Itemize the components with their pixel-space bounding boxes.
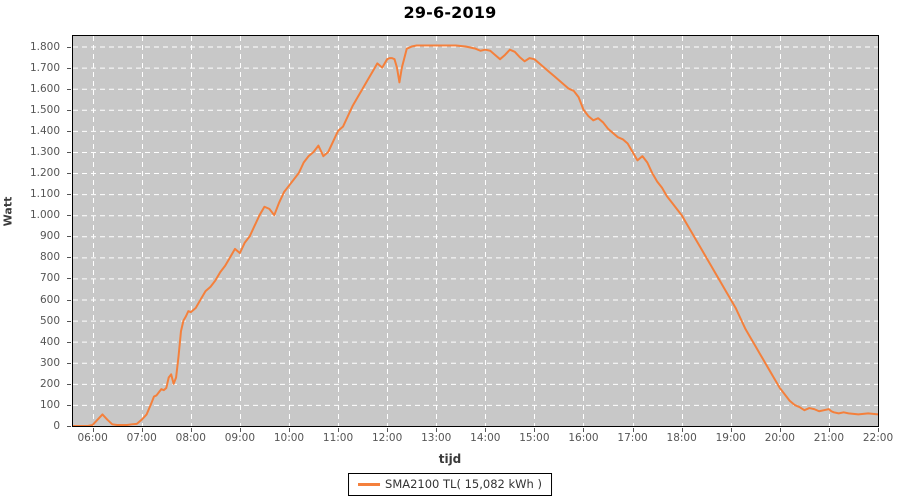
x-tick-label: 08:00	[175, 432, 206, 444]
x-tick-label: 13:00	[421, 432, 452, 444]
x-tick-mark	[338, 428, 339, 432]
plot-canvas	[73, 36, 878, 426]
y-tick-label: 1.200	[29, 167, 60, 180]
y-tick-mark	[67, 173, 71, 174]
x-tick-mark	[436, 428, 437, 432]
x-tick-label: 10:00	[273, 432, 305, 444]
x-tick-mark	[633, 428, 634, 432]
legend-series-label: SMA2100 TL( 15,082 kWh )	[385, 477, 542, 491]
x-tick-label: 11:00	[322, 432, 354, 444]
x-tick-label: 22:00	[862, 432, 894, 444]
y-tick-label: 300	[39, 356, 60, 369]
x-tick-label: 19:00	[715, 432, 746, 444]
chart-legend[interactable]: SMA2100 TL( 15,082 kWh )	[348, 473, 552, 496]
x-tick-mark	[534, 428, 535, 432]
y-tick-label: 1.300	[29, 145, 60, 158]
y-tick-label: 100	[39, 398, 60, 411]
x-tick-label: 16:00	[568, 432, 599, 444]
y-tick-label: 700	[39, 272, 60, 285]
x-tick-mark	[142, 428, 143, 432]
data-series-group	[73, 44, 878, 426]
x-tick-mark	[191, 428, 192, 432]
x-tick-mark	[829, 428, 830, 432]
y-tick-mark	[67, 152, 71, 153]
y-tick-label: 200	[39, 377, 60, 390]
y-tick-label: 1.700	[29, 61, 60, 74]
y-tick-mark	[67, 131, 71, 132]
x-tick-label: 12:00	[372, 432, 403, 444]
x-tick-label: 14:00	[470, 432, 501, 444]
y-tick-mark	[67, 215, 71, 216]
x-tick-label: 06:00	[77, 432, 108, 444]
x-tick-label: 17:00	[617, 432, 648, 444]
y-tick-mark	[67, 300, 71, 301]
x-tick-label: 20:00	[764, 432, 795, 444]
y-tick-label: 1.400	[29, 124, 60, 137]
grid-lines	[73, 36, 878, 426]
y-tick-mark	[67, 110, 71, 111]
y-tick-mark	[67, 405, 71, 406]
y-tick-label: 1.100	[29, 188, 60, 201]
x-tick-label: 21:00	[813, 432, 845, 444]
x-tick-mark	[289, 428, 290, 432]
y-tick-mark	[67, 278, 71, 279]
y-tick-label: 500	[39, 314, 60, 327]
x-tick-mark	[878, 428, 879, 432]
x-tick-mark	[387, 428, 388, 432]
y-tick-mark	[67, 363, 71, 364]
data-series-line	[73, 44, 878, 426]
y-tick-label: 1.500	[29, 103, 60, 116]
x-tick-mark	[780, 428, 781, 432]
y-tick-mark	[67, 194, 71, 195]
y-tick-label: 0	[53, 420, 60, 432]
x-tick-label: 15:00	[519, 432, 550, 444]
x-tick-mark	[682, 428, 683, 432]
y-tick-label: 800	[39, 251, 60, 264]
x-tick-label: 07:00	[126, 432, 157, 444]
y-tick-mark	[67, 257, 71, 258]
y-tick-mark	[67, 47, 71, 48]
y-tick-label: 1.800	[29, 40, 60, 53]
y-tick-label: 600	[39, 293, 60, 306]
x-tick-mark	[240, 428, 241, 432]
x-axis-title: tijd	[438, 452, 462, 466]
legend-color-swatch	[358, 482, 381, 486]
y-tick-mark	[67, 89, 71, 90]
x-tick-mark	[93, 428, 94, 432]
y-tick-mark	[67, 68, 71, 69]
x-tick-mark	[485, 428, 486, 432]
plot-area	[72, 35, 879, 427]
y-tick-label: 400	[39, 335, 60, 348]
y-tick-label: 1.600	[29, 82, 60, 95]
y-tick-label: 1.000	[29, 209, 60, 222]
chart-title: 29-6-2019	[403, 3, 497, 22]
x-tick-label: 09:00	[224, 432, 255, 444]
y-tick-mark	[67, 426, 71, 427]
y-tick-mark	[67, 321, 71, 322]
y-tick-mark	[67, 236, 71, 237]
y-tick-mark	[67, 384, 71, 385]
x-tick-label: 18:00	[666, 432, 697, 444]
y-tick-label: 900	[39, 230, 60, 243]
x-tick-mark	[731, 428, 732, 432]
x-tick-mark	[583, 428, 584, 432]
y-tick-mark	[67, 342, 71, 343]
